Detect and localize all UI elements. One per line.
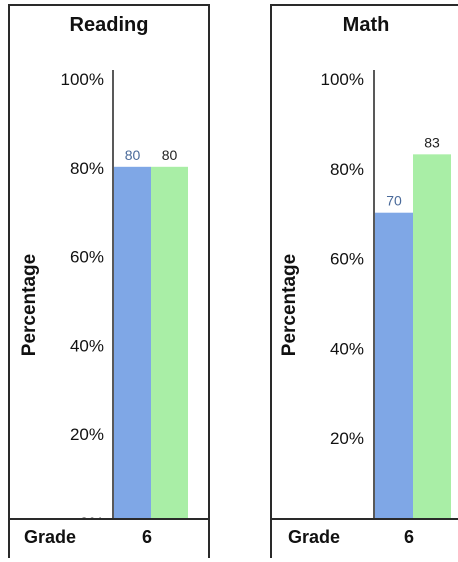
x-tick-label: 6 [404,527,415,547]
y-tick-label: 20% [330,429,364,448]
bar [375,212,413,527]
bar [114,166,151,523]
grade-row: Grade 6 [272,518,458,558]
x-axis-label: Grade [24,527,77,547]
y-tick-label: 100% [321,70,364,89]
y-tick-label: 80% [330,160,364,179]
x-axis-label: Grade [288,527,341,547]
y-tick-label: 20% [70,425,104,444]
grade-row: Grade 6 [10,518,208,558]
y-tick-label: 40% [70,336,104,355]
bar [413,154,451,527]
data-label: 80 [125,147,141,163]
y-tick-label: 40% [330,339,364,358]
chart-title: Math [342,14,390,36]
bar [151,166,188,523]
data-label: 70 [386,193,402,209]
y-tick-label: 100% [61,70,104,89]
y-tick-label: 60% [330,250,364,269]
data-label: 80 [162,147,178,163]
chart-title: Reading [69,14,149,36]
y-tick-label: 80% [70,159,104,178]
x-tick-label: 6 [142,527,153,547]
reading-chart-panel: Reading Percentage 0%20%40%60%80%100%808… [8,4,210,558]
y-tick-label: 60% [70,248,104,267]
data-label: 83 [424,134,440,150]
